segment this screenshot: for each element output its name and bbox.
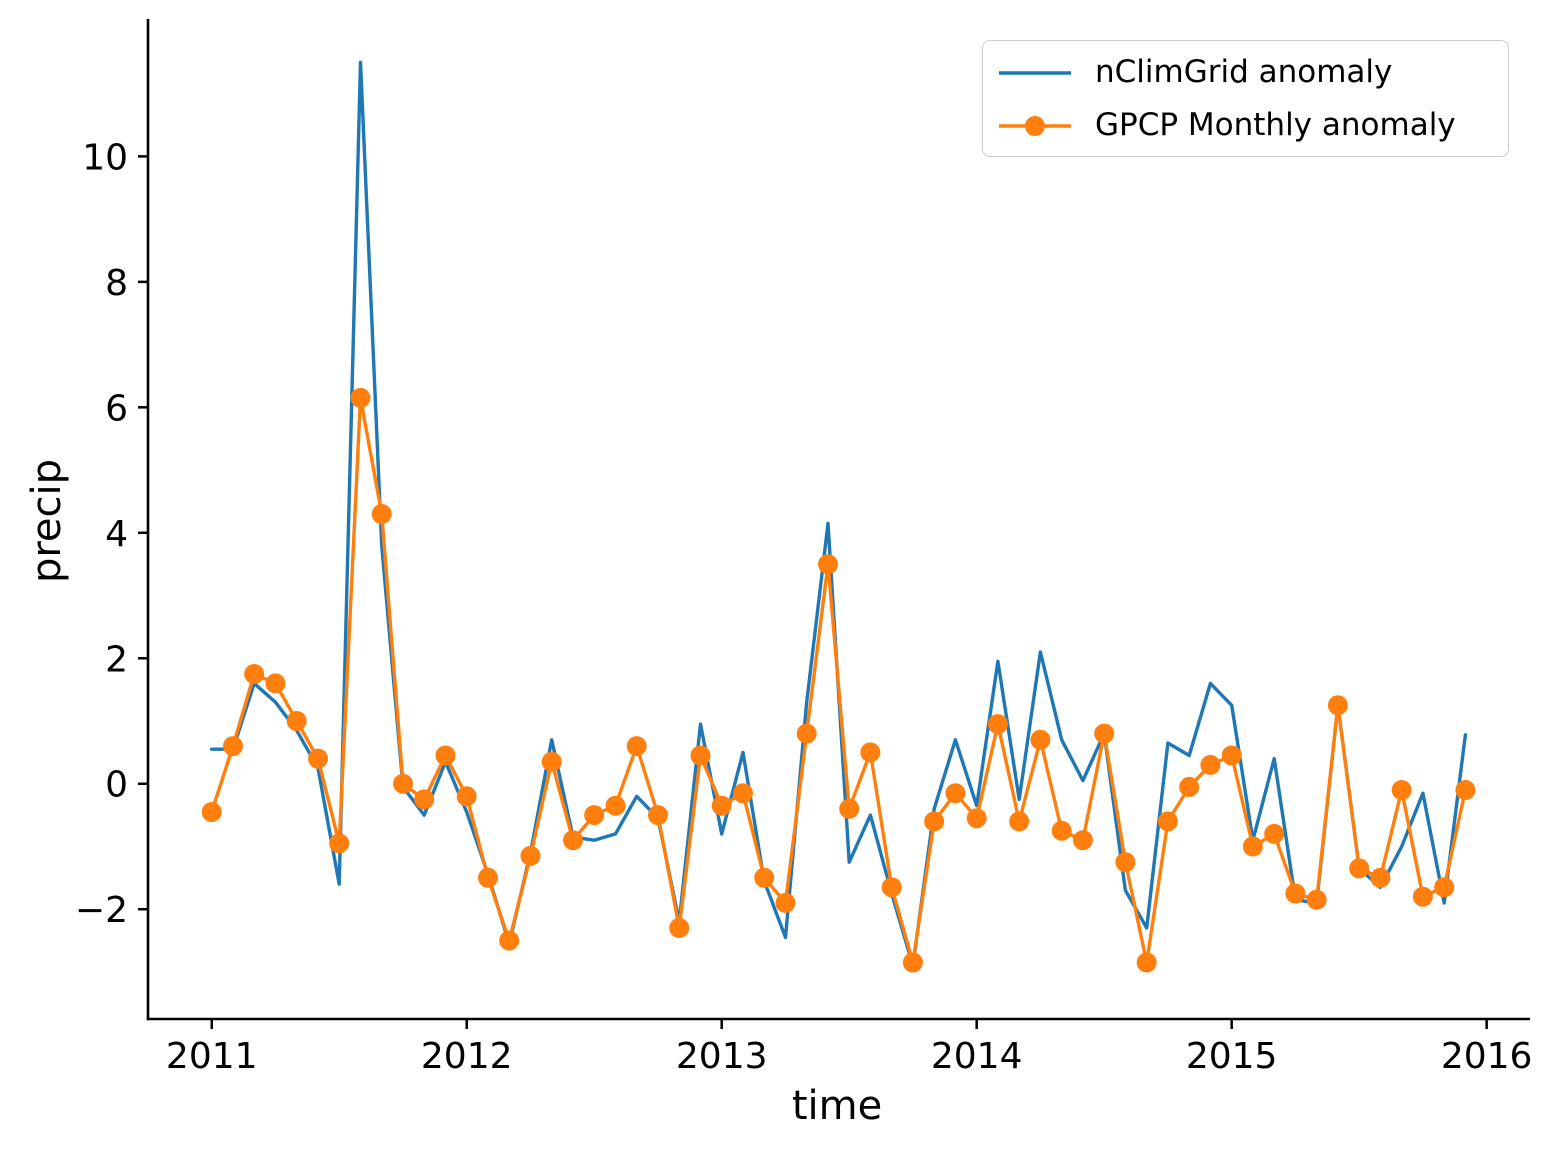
gpcp-data-point-marker [1072,830,1093,851]
y-tick-label: 10 [82,137,128,178]
gpcp-data-point-marker [1327,695,1348,716]
gpcp-data-point-marker [733,783,753,804]
gpcp-line-marker-sample-icon [999,115,1071,136]
y-axis-label: precip [24,458,70,584]
gpcp-data-point-marker [1306,889,1327,910]
gpcp-data-point-marker [584,805,605,826]
gpcp-data-point-marker [350,387,371,408]
legend: nClimGrid anomaly GPCP Monthly anomaly [982,40,1509,157]
gpcp-data-point-marker [371,504,392,524]
x-tick-label: 2011 [166,1036,258,1077]
gpcp-data-point-marker [839,798,860,819]
gpcp-data-point-marker [605,795,626,816]
gpcp-data-point-marker [456,786,477,807]
gpcp-data-point-marker [796,723,817,744]
gpcp-data-point-marker [924,811,945,832]
gpcp-data-point-marker [1370,867,1391,888]
gpcp-data-point-marker [520,845,541,866]
gpcp-data-point-marker [265,673,286,694]
gpcp-data-point-marker [1200,754,1221,775]
gpcp-data-point-marker [308,748,328,769]
gpcp-data-point-marker [223,736,243,757]
gpcp-data-point-marker [244,664,265,684]
gpcp-data-point-marker [1136,952,1157,973]
gpcp-data-point-marker [1455,780,1476,800]
gpcp-data-point-marker [987,714,1008,735]
gpcp-data-point-marker [1157,811,1178,832]
gpcp-data-point-marker [690,745,711,766]
gpcp-data-point-marker [1094,723,1115,744]
gpcp-data-point-marker [711,795,732,816]
y-tick-label: 8 [105,263,128,304]
x-tick-label: 2016 [1441,1036,1533,1077]
gpcp-data-point-marker [648,805,668,826]
gpcp-data-point-marker [818,554,838,575]
gpcp-data-point-marker [1242,836,1263,857]
gpcp-data-point-marker [201,802,222,822]
gpcp-data-point-marker [754,867,775,888]
y-tick-label: −2 [75,890,128,931]
x-tick-label: 2015 [1186,1036,1278,1077]
x-tick-label: 2014 [931,1036,1023,1077]
gpcp-data-point-marker [1115,852,1136,873]
gpcp-data-point-marker [1030,729,1051,750]
y-tick-label: 6 [105,388,128,429]
series-gpcp-monthly-anomaly-line [209,396,1468,965]
gpcp-data-point-marker [1349,858,1370,879]
y-tick-label: 4 [105,514,128,555]
gpcp-data-point-marker [1051,820,1072,841]
y-tick-label: 0 [105,765,128,806]
gpcp-data-point-marker [881,877,902,898]
gpcp-data-point-marker [945,783,966,804]
gpcp-data-point-marker [1179,776,1200,797]
gpcp-data-point-marker [1285,883,1306,904]
nclimgrid-line-sample-icon [999,70,1071,75]
legend-label-nclimgrid: nClimGrid anomaly [1095,54,1393,90]
gpcp-data-point-marker [478,867,498,888]
gpcp-data-point-marker [626,736,647,757]
gpcp-data-point-marker [1391,780,1412,800]
gpcp-data-point-marker [860,742,881,763]
gpcp-data-point-marker [1412,886,1433,907]
gpcp-data-point-marker [563,830,583,851]
gpcp-data-point-marker [393,773,413,794]
gpcp-data-point-marker [775,892,796,913]
x-tick-label: 2012 [421,1036,513,1077]
x-tick-label: 2013 [676,1036,768,1077]
gpcp-data-point-marker [669,918,690,938]
gpcp-data-point-marker [541,751,562,772]
gpcp-data-point-marker [499,930,520,951]
x-axis-label: time [791,1083,883,1129]
gpcp-data-point-marker [329,833,350,854]
gpcp-data-point-marker [1264,823,1285,844]
gpcp-data-point-marker [1221,745,1242,766]
gpcp-data-point-marker [435,745,456,766]
y-tick-label: 2 [105,639,128,680]
gpcp-data-point-marker [902,952,923,973]
legend-item-gpcp: GPCP Monthly anomaly [997,99,1508,152]
gpcp-data-point-marker [286,711,307,731]
gpcp-data-point-marker [966,808,987,829]
legend-item-nclimgrid: nClimGrid anomaly [997,46,1508,99]
gpcp-data-point-marker [414,789,435,810]
legend-label-gpcp: GPCP Monthly anomaly [1095,107,1456,143]
gpcp-data-point-marker [1009,811,1030,832]
gpcp-data-point-marker [1434,877,1455,898]
